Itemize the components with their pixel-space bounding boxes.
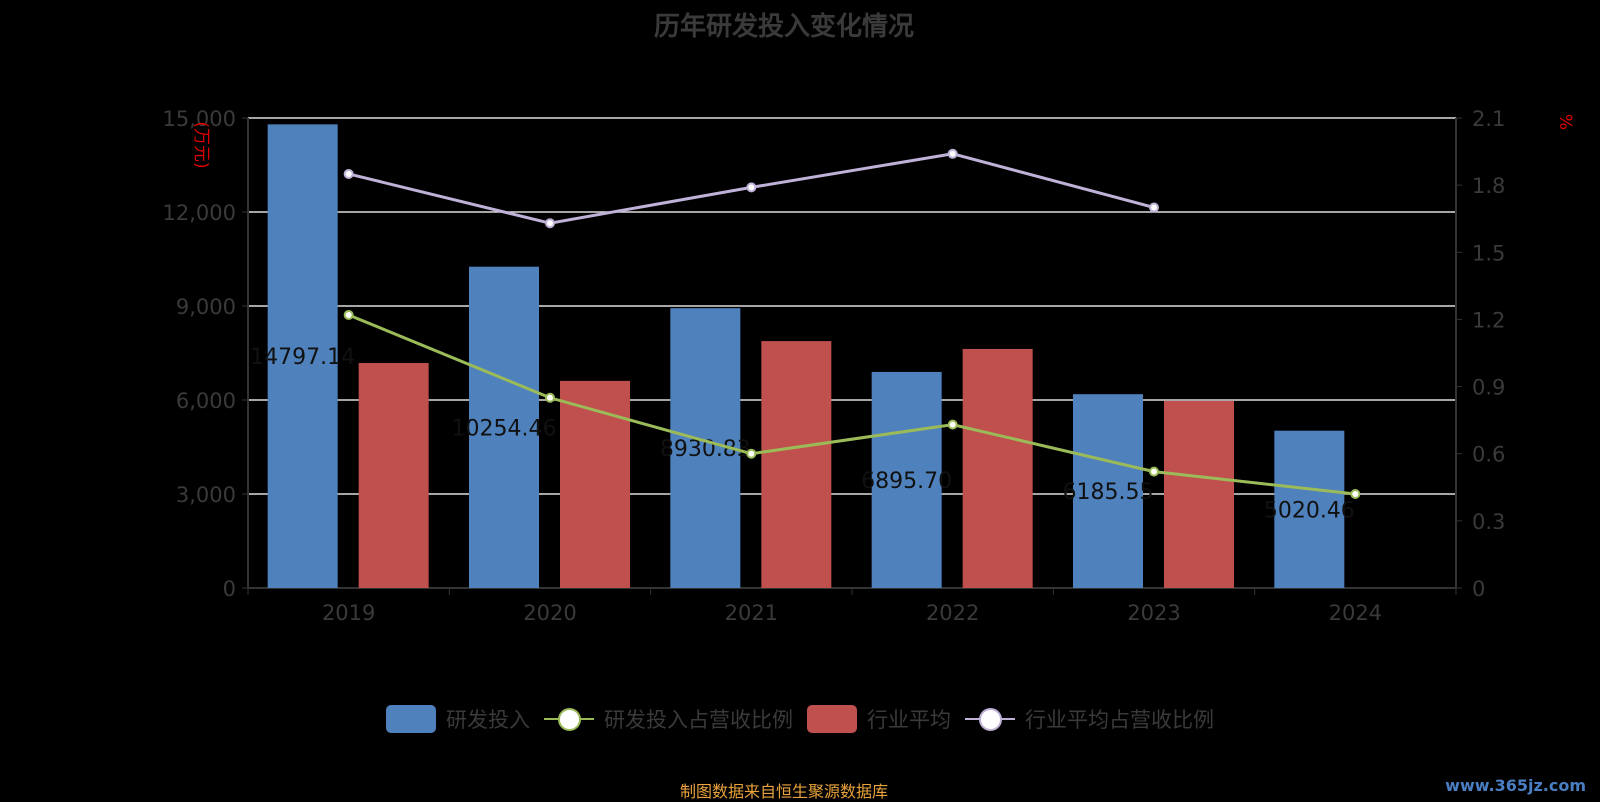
line-point [947, 148, 958, 159]
line-point [343, 168, 354, 179]
legend-item-rd[interactable]: 研发投入 [386, 704, 530, 734]
watermark: www.365jz.com [1445, 776, 1586, 795]
legend-label: 行业平均占营收比例 [1025, 708, 1214, 732]
bar-industry [358, 363, 429, 588]
x-tick-label: 2024 [1329, 601, 1382, 625]
x-tick-label: 2023 [1127, 601, 1180, 625]
y-tick-label: 6,000 [176, 389, 236, 413]
y2-tick-label: 0.6 [1472, 443, 1505, 467]
y2-tick-label: 1.2 [1472, 308, 1505, 332]
bar-industry [560, 380, 630, 588]
bar-rd [469, 266, 539, 588]
bar-data-label: 5020.46 [1264, 498, 1355, 523]
bar-rd [871, 371, 942, 588]
y2-tick-label: 0 [1472, 577, 1485, 601]
x-tick-label: 2020 [523, 601, 576, 625]
bar-data-label: 14797.14 [250, 345, 355, 370]
bar-rd [267, 124, 338, 589]
y2-axis-label: % [1555, 114, 1575, 130]
bar-data-label: 6185.55 [1063, 480, 1154, 505]
legend: 研发投入 研发投入占营收比例 行业平均 行业平均占营收比例 [0, 704, 1600, 734]
line-point [545, 392, 555, 403]
legend-label: 研发投入 [446, 708, 530, 732]
source-note: 制图数据来自恒生聚源数据库 [679, 782, 888, 801]
y-tick-label: 9,000 [176, 295, 236, 319]
legend-swatch [965, 705, 1015, 733]
y-tick-label: 15,000 [163, 107, 236, 131]
chart-title: 历年研发投入变化情况 [653, 12, 914, 42]
legend-label: 研发投入占营收比例 [604, 708, 793, 732]
bar-industry [962, 348, 1033, 588]
line-point [1149, 466, 1159, 477]
y2-tick-label: 2.1 [1472, 107, 1505, 131]
legend-swatch [807, 705, 857, 733]
y2-tick-label: 0.3 [1472, 510, 1505, 534]
legend-swatch [544, 705, 594, 733]
legend-swatch [386, 705, 436, 733]
bar-industry [1164, 400, 1234, 588]
y-tick-label: 3,000 [176, 483, 236, 507]
bar-rd [1274, 430, 1345, 588]
line-point [1149, 202, 1159, 213]
y2-tick-label: 0.9 [1472, 376, 1505, 400]
bar-data-label: 6895.70 [861, 469, 952, 494]
y-tick-label: 0 [223, 577, 236, 601]
line-point [343, 309, 354, 320]
x-tick-label: 2022 [926, 601, 979, 625]
line-point [1350, 489, 1361, 499]
line-point [746, 182, 757, 193]
y-axis-label: (万元) [191, 121, 211, 168]
bar-rd [1073, 394, 1143, 588]
bar-industry [761, 341, 832, 588]
legend-item-rd-ratio[interactable]: 研发投入占营收比例 [544, 704, 793, 734]
x-tick-label: 2019 [322, 601, 375, 625]
bar-data-label: 10254.46 [452, 416, 557, 441]
line-rd-ratio [348, 313, 1356, 496]
line-point [545, 218, 555, 229]
y-tick-label: 12,000 [163, 201, 236, 225]
x-tick-label: 2021 [725, 601, 778, 625]
y2-tick-label: 1.5 [1472, 241, 1505, 265]
line-point [746, 448, 757, 459]
legend-label: 行业平均 [867, 708, 951, 732]
legend-item-ind[interactable]: 行业平均 [807, 704, 951, 734]
y2-tick-label: 1.8 [1472, 174, 1505, 198]
legend-item-ind-ratio[interactable]: 行业平均占营收比例 [965, 704, 1214, 734]
line-point [947, 419, 958, 430]
